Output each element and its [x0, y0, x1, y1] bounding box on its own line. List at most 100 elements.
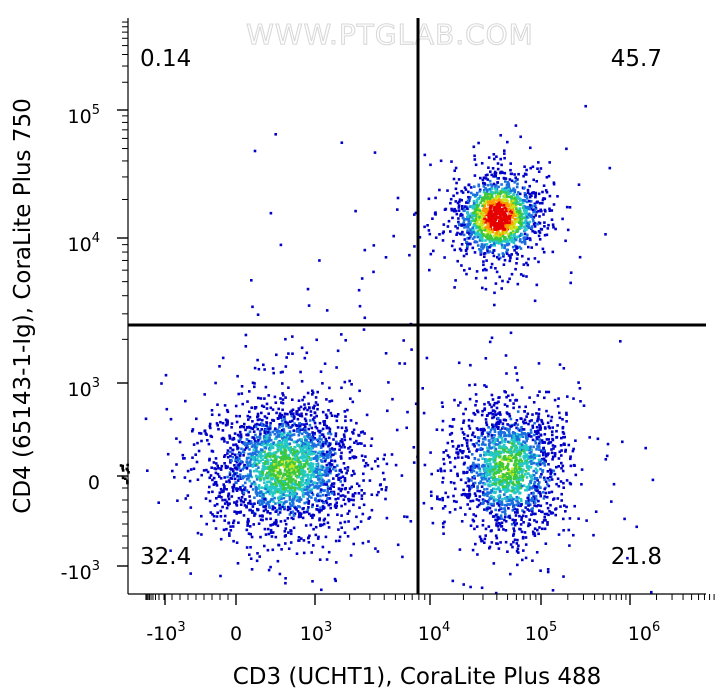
event-dot — [507, 423, 511, 427]
event-dot — [540, 473, 543, 476]
event-dot — [542, 497, 546, 500]
event-dot — [482, 205, 486, 209]
event-dot — [333, 459, 337, 463]
event-dot — [318, 558, 322, 561]
event-dot — [229, 525, 232, 528]
event-dot — [310, 480, 313, 483]
event-dot — [408, 253, 411, 257]
event-dot — [551, 444, 555, 447]
event-dot — [538, 460, 541, 463]
event-dot — [524, 211, 527, 214]
event-dot — [511, 204, 515, 208]
event-dot — [494, 591, 498, 595]
event-dot — [532, 401, 536, 404]
event-dot — [301, 516, 305, 520]
event-dot — [324, 458, 327, 461]
event-dot — [500, 226, 503, 230]
event-dot — [228, 434, 231, 437]
event-dot — [478, 489, 482, 493]
event-dot — [506, 450, 509, 454]
event-dot — [494, 534, 498, 537]
event-dot — [267, 433, 271, 436]
event-dot — [501, 488, 505, 491]
event-dot — [271, 459, 275, 463]
event-dot — [529, 498, 533, 502]
event-dot — [619, 340, 622, 343]
event-dot — [477, 183, 480, 187]
event-dot — [272, 486, 275, 490]
event-dot — [499, 506, 502, 510]
event-dot — [303, 501, 306, 505]
event-dot — [285, 456, 288, 460]
event-dot — [524, 180, 528, 184]
event-dot — [261, 458, 265, 461]
event-dot — [236, 374, 239, 378]
event-dot — [522, 208, 526, 212]
event-dot — [267, 439, 271, 443]
event-dot — [486, 494, 489, 498]
event-dot — [273, 465, 277, 469]
event-dot — [496, 199, 499, 202]
event-dot — [265, 416, 269, 420]
event-dot — [347, 497, 351, 501]
event-dot — [441, 522, 445, 525]
event-dot — [341, 483, 344, 487]
event-dot — [273, 488, 276, 492]
event-dot — [516, 378, 519, 382]
event-dot — [466, 477, 470, 480]
event-dot — [400, 474, 404, 477]
event-dot — [507, 208, 510, 211]
event-dot — [286, 505, 290, 509]
event-dot — [543, 527, 547, 531]
event-dot — [284, 472, 287, 476]
event-dot — [367, 540, 370, 543]
event-dot — [228, 480, 231, 484]
event-dot — [546, 421, 550, 425]
event-dot — [504, 427, 507, 430]
event-dot — [311, 462, 315, 466]
event-dot — [493, 303, 496, 307]
event-dot — [525, 261, 528, 265]
event-dot — [235, 489, 239, 492]
event-dot — [305, 441, 308, 444]
event-dot — [305, 439, 308, 442]
event-dot — [200, 439, 203, 443]
event-dot — [340, 451, 343, 455]
event-dot — [317, 499, 321, 503]
event-dot — [325, 501, 329, 505]
event-dot — [271, 493, 275, 497]
event-dot — [276, 479, 280, 483]
event-dot — [303, 470, 307, 474]
event-dot — [572, 533, 575, 537]
event-dot — [481, 437, 485, 441]
event-dot — [489, 200, 492, 203]
event-dot — [255, 559, 259, 563]
event-dot — [268, 485, 272, 489]
event-dot — [275, 477, 278, 480]
event-dot — [322, 456, 325, 460]
event-dot — [523, 186, 526, 189]
event-dot — [471, 206, 475, 210]
event-dot — [484, 239, 487, 242]
event-dot — [519, 461, 522, 465]
event-dot — [560, 449, 563, 452]
event-dot — [489, 266, 493, 269]
event-dot — [236, 433, 240, 437]
event-dot — [324, 535, 328, 539]
event-dot — [263, 368, 266, 371]
event-dot — [501, 217, 505, 221]
event-dot — [356, 526, 359, 529]
event-dot — [481, 457, 484, 460]
event-dot — [513, 529, 516, 533]
event-dot — [318, 434, 322, 438]
event-dot — [530, 486, 534, 490]
event-dot — [312, 481, 316, 484]
event-dot — [280, 445, 283, 448]
event-dot — [287, 480, 291, 483]
event-dot — [474, 393, 478, 396]
event-dot — [491, 230, 494, 234]
event-dot — [493, 221, 496, 224]
event-dot — [516, 210, 519, 213]
event-dot — [231, 489, 235, 493]
event-dot — [290, 478, 293, 481]
